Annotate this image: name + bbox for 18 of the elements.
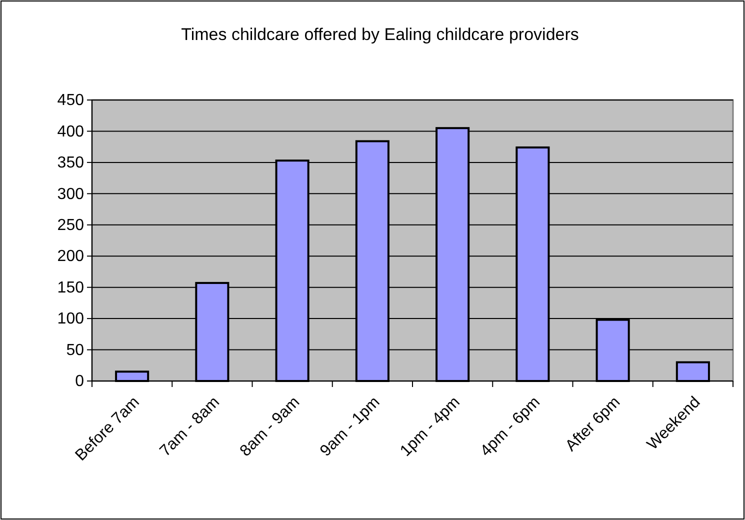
bar <box>676 361 710 382</box>
y-tick-label: 350 <box>57 154 84 172</box>
x-tick-label: 7am - 8am <box>156 394 224 460</box>
x-tick-label: 1pm - 4pm <box>397 394 464 460</box>
y-tick-label: 100 <box>57 310 84 328</box>
y-tick-label: 150 <box>57 279 84 296</box>
x-tick-label: 8am - 9am <box>237 394 304 460</box>
y-tick-label: 450 <box>57 92 84 110</box>
x-tick-label: 9am - 1pm <box>317 394 384 460</box>
y-tick-label: 0 <box>75 373 84 390</box>
y-tick-label: 300 <box>57 186 84 203</box>
y-tick-label: 250 <box>57 217 84 234</box>
x-tick-label: 4pm - 6pm <box>477 394 544 460</box>
y-tick-label: 400 <box>57 123 84 140</box>
bar <box>115 370 150 382</box>
y-tick-label: 200 <box>57 248 84 266</box>
y-tick-label: 50 <box>66 342 84 359</box>
chart-title: Times childcare offered by Ealing childcare providers <box>181 25 579 44</box>
